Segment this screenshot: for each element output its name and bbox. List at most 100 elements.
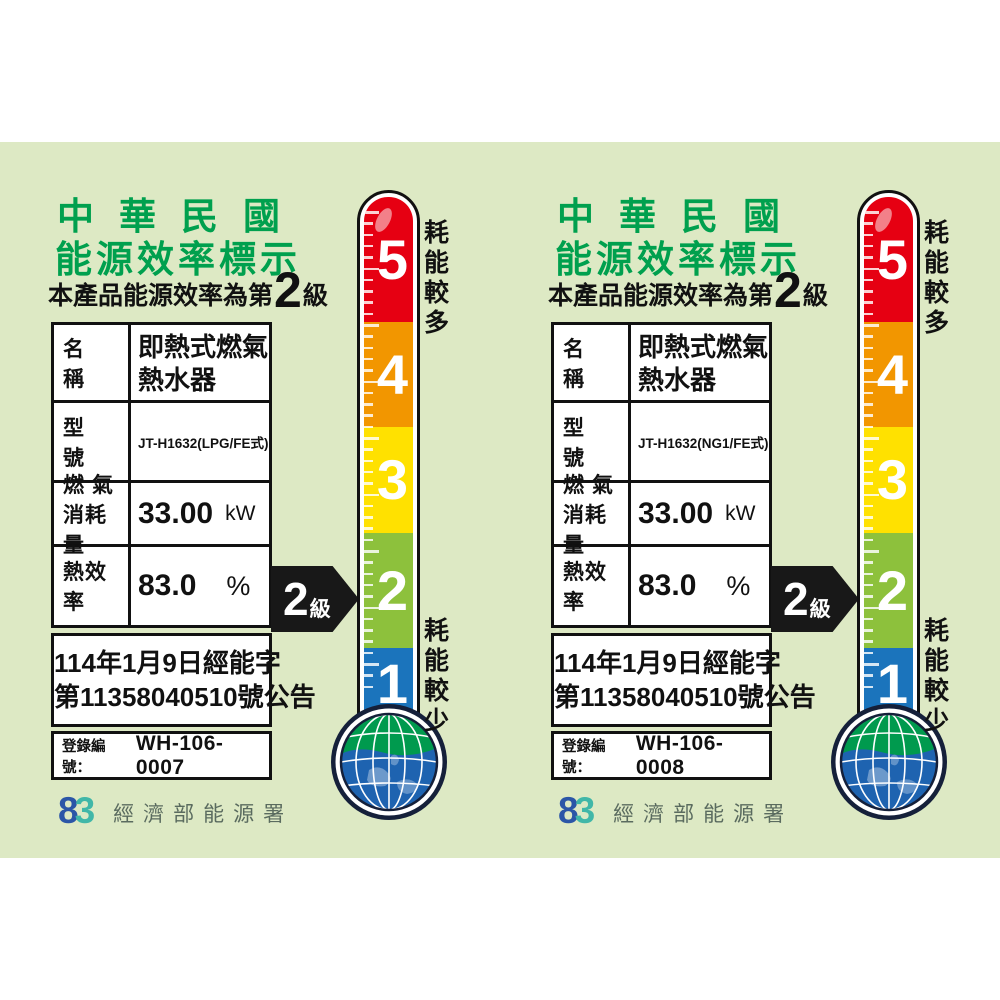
thermometer-scale: 5 4 3 2 1 bbox=[864, 197, 913, 737]
registration-number: WH-106-0007 bbox=[135, 731, 224, 779]
globe-icon bbox=[831, 704, 947, 820]
gas-unit: kW bbox=[225, 501, 256, 525]
eff-value: 83.0 bbox=[638, 569, 697, 602]
label-title-line1: 中華民國 bbox=[557, 196, 805, 237]
scale-number-4: 4 bbox=[376, 342, 408, 406]
logo-left-glyph: 8 bbox=[58, 790, 78, 831]
gas-value: 33.00 bbox=[138, 496, 214, 530]
registration-label: 登錄編號： bbox=[62, 738, 106, 776]
efficiency-label: 熱效率 bbox=[554, 547, 631, 625]
logo-left-glyph: 8 bbox=[558, 790, 578, 831]
energy-label-2: 中華民國 能源效率標示 本產品能源效率為第 2 級 名 稱 即熱式燃氣熱水器 型… bbox=[500, 0, 1000, 1000]
globe-icon bbox=[331, 704, 447, 820]
model-label: 型 號 bbox=[54, 403, 131, 483]
gas-consumption-value: 33.00 kW bbox=[631, 483, 769, 547]
grade-arrow: 2 級 bbox=[771, 566, 859, 632]
bulletin-line1: 114年1月9日經能字 bbox=[54, 647, 281, 678]
grade-number: 2 bbox=[274, 262, 302, 318]
bulletin-box: 114年1月9日經能字 第11358040510號公告 bbox=[551, 633, 816, 727]
scale-level-5: 5 bbox=[864, 197, 913, 322]
scale-number-3: 3 bbox=[876, 448, 908, 511]
grade-suffix: 級 bbox=[302, 282, 328, 310]
name-label: 名 稱 bbox=[554, 325, 631, 403]
label-title-line2: 能源效率標示 bbox=[55, 239, 301, 280]
gas-consumption-label: 燃 氣 消耗量 bbox=[54, 474, 131, 557]
grade-number: 2 bbox=[774, 262, 802, 318]
grade-arrow: 2 級 bbox=[271, 566, 359, 632]
thermometer-tube: 5 4 3 2 1 bbox=[357, 190, 420, 740]
label-title-line1: 中華民國 bbox=[57, 196, 305, 237]
energy-administration-logo-icon: 83 bbox=[58, 790, 95, 831]
scale-level-3: 3 bbox=[864, 427, 913, 533]
agency-name: 經濟部能源署 bbox=[613, 802, 794, 826]
name-value: 即熱式燃氣熱水器 bbox=[131, 325, 269, 403]
footer: 83 經濟部能源署 bbox=[58, 792, 293, 829]
scale-number-4: 4 bbox=[876, 342, 908, 406]
efficiency-value: 83.0 % bbox=[631, 547, 769, 625]
spec-table: 名 稱 即熱式燃氣熱水器 型 號 JT-H1632(NG1/FE式) 燃 氣 消… bbox=[551, 322, 772, 628]
arrow-grade-number: 2 bbox=[783, 573, 809, 625]
scale-level-3: 3 bbox=[364, 427, 413, 533]
model-label: 型 號 bbox=[554, 403, 631, 483]
scale-number-1: 1 bbox=[376, 652, 408, 715]
eff-unit: % bbox=[726, 570, 751, 601]
scale-level-2: 2 bbox=[864, 533, 913, 648]
arrow-grade-suffix: 級 bbox=[309, 597, 331, 621]
scale-number-5: 5 bbox=[376, 227, 408, 291]
scale-number-2: 2 bbox=[376, 558, 408, 622]
bulletin-box: 114年1月9日經能字 第11358040510號公告 bbox=[51, 633, 316, 727]
scale-level-5: 5 bbox=[364, 197, 413, 322]
gas-value: 33.00 bbox=[638, 496, 714, 530]
efficiency-label: 熱效率 bbox=[54, 547, 131, 625]
arrow-grade-suffix: 級 bbox=[809, 597, 831, 621]
logo-right-glyph: 3 bbox=[574, 790, 595, 831]
grade-statement: 本產品能源效率為第 2 級 bbox=[48, 262, 328, 318]
model-value: JT-H1632(NG1/FE式) bbox=[631, 403, 769, 483]
grade-prefix: 本產品能源效率為第 bbox=[548, 282, 774, 310]
footer: 83 經濟部能源署 bbox=[558, 792, 793, 829]
scale-number-3: 3 bbox=[376, 448, 408, 511]
gas-label-line2: 消耗量 bbox=[563, 503, 607, 557]
scale-level-4: 4 bbox=[864, 322, 913, 427]
scale-level-2: 2 bbox=[364, 533, 413, 648]
grade-suffix: 級 bbox=[802, 282, 828, 310]
gas-consumption-label: 燃 氣 消耗量 bbox=[554, 474, 631, 557]
scale-level-4: 4 bbox=[364, 322, 413, 427]
efficiency-value: 83.0 % bbox=[131, 547, 269, 625]
arrow-grade-number: 2 bbox=[283, 573, 309, 625]
registration-label: 登錄編號： bbox=[562, 738, 606, 776]
gas-label-line1: 燃 氣 bbox=[563, 473, 614, 497]
bulletin-line1: 114年1月9日經能字 bbox=[554, 647, 781, 678]
gas-label-line1: 燃 氣 bbox=[63, 473, 114, 497]
caption-less-energy: 耗能較少 bbox=[924, 617, 950, 735]
energy-administration-logo-icon: 83 bbox=[558, 790, 595, 831]
registration-box: 登錄編號： WH-106-0008 bbox=[551, 731, 772, 780]
bulletin-line2: 第11358040510號公告 bbox=[554, 682, 816, 712]
caption-more-energy: 耗能較多 bbox=[924, 219, 950, 337]
eff-unit: % bbox=[226, 570, 251, 601]
registration-number: WH-106-0008 bbox=[635, 731, 724, 779]
thermometer-scale: 5 4 3 2 1 bbox=[364, 197, 413, 737]
gas-consumption-value: 33.00 kW bbox=[131, 483, 269, 547]
name-value: 即熱式燃氣熱水器 bbox=[631, 325, 769, 403]
scale-number-5: 5 bbox=[876, 227, 908, 291]
grade-prefix: 本產品能源效率為第 bbox=[48, 282, 274, 310]
eff-value: 83.0 bbox=[138, 569, 197, 602]
model-value: JT-H1632(LPG/FE式) bbox=[131, 403, 269, 483]
gas-unit: kW bbox=[725, 501, 756, 525]
agency-name: 經濟部能源署 bbox=[113, 802, 294, 826]
thermometer-tube: 5 4 3 2 1 bbox=[857, 190, 920, 740]
registration-box: 登錄編號： WH-106-0007 bbox=[51, 731, 272, 780]
name-label: 名 稱 bbox=[54, 325, 131, 403]
scale-number-1: 1 bbox=[876, 652, 908, 715]
logo-right-glyph: 3 bbox=[74, 790, 95, 831]
bulletin-line2: 第11358040510號公告 bbox=[54, 682, 316, 712]
caption-more-energy: 耗能較多 bbox=[424, 219, 450, 337]
scale-number-2: 2 bbox=[876, 558, 908, 622]
caption-less-energy: 耗能較少 bbox=[424, 617, 450, 735]
gas-label-line2: 消耗量 bbox=[63, 503, 107, 557]
grade-statement: 本產品能源效率為第 2 級 bbox=[548, 262, 828, 318]
spec-table: 名 稱 即熱式燃氣熱水器 型 號 JT-H1632(LPG/FE式) 燃 氣 消… bbox=[51, 322, 272, 628]
energy-label-1: 中華民國 能源效率標示 本產品能源效率為第 2 級 名 稱 即熱式燃氣熱水器 型… bbox=[48, 190, 450, 829]
